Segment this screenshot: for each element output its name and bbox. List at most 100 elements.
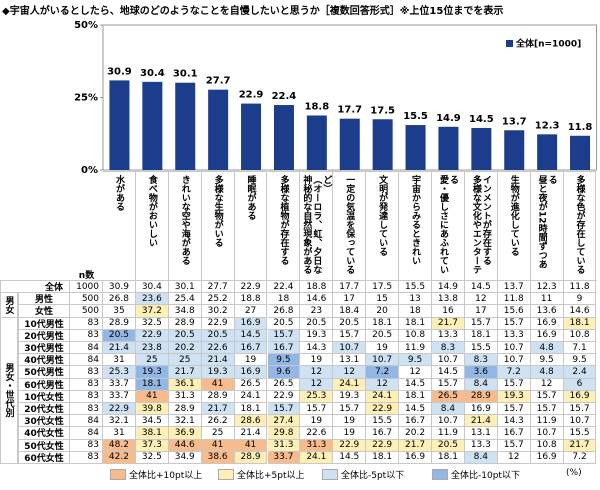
table-cell: 16.7 [497, 427, 531, 440]
table-cell: 11.9 [530, 415, 564, 428]
table-cell: 10.8 [563, 329, 597, 342]
table-cell: 12 [464, 293, 498, 306]
category-label: 宇宙からみるときれい [410, 175, 421, 265]
table-cell: 12 [300, 378, 334, 391]
table-cell: 20 [366, 305, 400, 318]
value-label: 12.3 [535, 120, 560, 131]
table-cell: 13.6 [530, 305, 564, 318]
table-cell: 16 [432, 305, 465, 318]
table-cell: 28.9 [168, 317, 202, 330]
table-cell: 19.3 [333, 390, 367, 403]
table-cell: 41 [201, 378, 235, 391]
value-label: 15.5 [403, 111, 428, 122]
title: ◆宇宙人がいるとしたら、地球のどのようなことを自慢したいと思うか［複数回答形式］… [2, 6, 504, 17]
table-cell: 18.8 [234, 293, 268, 306]
table-cell: 19.3 [497, 390, 531, 403]
table-cell: 33.7 [103, 390, 136, 403]
legend-swatch [110, 469, 126, 480]
table-cell: 8.3 [432, 342, 465, 355]
table-cell: 15.7 [267, 403, 301, 416]
row-label: 40代女性 [18, 427, 70, 440]
table-cell: 26.8 [103, 293, 136, 306]
table-cell: 18.1 [366, 317, 400, 330]
category-cell: 神秘的な自然現象がある（オーロラ、虹、夕日など） [300, 171, 334, 281]
table-cell: 26.5 [432, 390, 465, 403]
bar [208, 89, 229, 170]
value-label: 17.5 [370, 105, 395, 116]
table-cell: 16.7 [267, 342, 301, 355]
table-cell: 38.6 [201, 451, 235, 464]
category-cell: 多様な植物が存在する [267, 171, 301, 281]
table-cell: 16.9 [234, 366, 268, 379]
table-cell: 33.7 [267, 451, 301, 464]
table-cell: 38.1 [135, 427, 169, 440]
table-cell: 22.9 [333, 439, 367, 452]
n-cell: 500 [70, 293, 103, 306]
table-cell: 10.7 [366, 354, 400, 367]
table-cell: 10.7 [497, 342, 531, 355]
row-label: 10代男性 [18, 317, 70, 330]
row-label: 40代男性 [18, 354, 70, 367]
table-cell: 2.4 [563, 366, 597, 379]
table-cell: 21.4 [103, 342, 136, 355]
table-cell: 39.8 [135, 403, 169, 416]
table-cell: 41 [234, 439, 268, 452]
table-cell: 19 [300, 354, 334, 367]
value-label: 30.1 [173, 69, 198, 80]
table-cell: 10.7 [563, 415, 597, 428]
table-cell: 11 [530, 293, 564, 306]
table-cell: 32.5 [135, 451, 169, 464]
highlight-legend-item: 全体比-10pt以下 [432, 468, 520, 481]
table-cell: 29.8 [267, 427, 301, 440]
category-cell: 一定の気温を保っている [333, 171, 367, 281]
category-label: 多様な色が存在している [574, 175, 585, 274]
table-cell: 19 [366, 342, 400, 355]
table-cell: 21.7 [432, 317, 465, 330]
table-cell: 18.4 [333, 305, 367, 318]
table-cell: 7.2 [366, 366, 400, 379]
bar [471, 127, 492, 170]
table-cell: 13.3 [497, 329, 531, 342]
row-label: 30代男性 [18, 342, 70, 355]
value-label: 27.7 [206, 76, 231, 87]
table-cell: 16.9 [563, 390, 597, 403]
group-label-text: 男女 [3, 295, 14, 314]
row-label: 20代女性 [18, 403, 70, 416]
value-label: 14.9 [436, 113, 461, 124]
category-cell: 多様な文化やエンターテインメントが存在する [464, 171, 498, 281]
bar [306, 115, 327, 170]
table-cell: 11.9 [432, 427, 465, 440]
table-cell: 21.7 [201, 403, 235, 416]
table-cell: 25 [135, 354, 169, 367]
value-label: 30.9 [107, 66, 132, 77]
table-cell: 26.8 [267, 305, 301, 318]
y-tick-label: 50% [74, 20, 98, 31]
bar [109, 80, 130, 170]
table-cell: 12 [497, 451, 531, 464]
table-cell: 3.6 [464, 366, 498, 379]
value-label: 22.4 [272, 91, 297, 102]
table-cell: 32.1 [168, 415, 202, 428]
table-cell: 22.6 [201, 342, 235, 355]
table-cell: 18.8 [300, 281, 334, 294]
n-cell: 83 [70, 403, 103, 416]
table-cell: 37.2 [135, 305, 169, 318]
table-cell: 42.2 [103, 451, 136, 464]
legend-swatch [322, 469, 338, 480]
table-cell: 11.8 [497, 293, 531, 306]
table-cell: 14.5 [432, 366, 465, 379]
table-cell: 14.9 [432, 281, 465, 294]
table-cell: 24.1 [234, 390, 268, 403]
category-label: 一定の気温を保っている [344, 175, 355, 274]
table-cell: 19 [234, 354, 268, 367]
category-label: 多様な文化やエンターテインメントが存在する [470, 175, 491, 274]
table-cell: 9.5 [530, 354, 564, 367]
group-label: 男女 [0, 293, 18, 318]
table-cell: 16.9 [530, 317, 564, 330]
table-cell: 32.5 [135, 317, 169, 330]
category-cell: 宇宙からみるときれい [399, 171, 432, 281]
table-cell: 36.1 [168, 378, 202, 391]
table-cell: 15.7 [530, 390, 564, 403]
bar [372, 119, 393, 170]
table-cell: 19.3 [300, 329, 334, 342]
